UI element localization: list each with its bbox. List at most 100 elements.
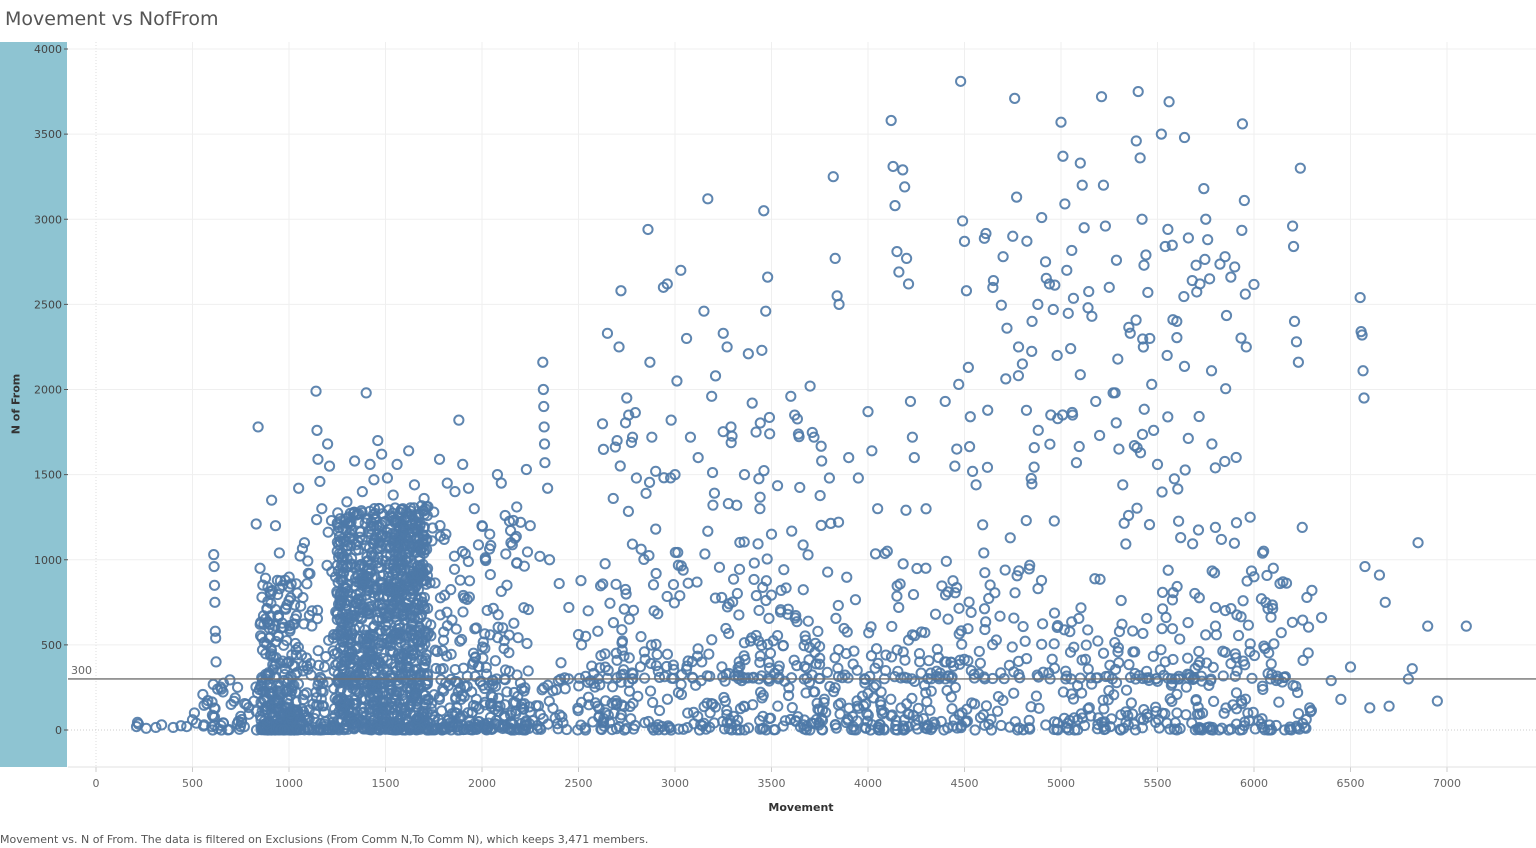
data-point (445, 584, 457, 596)
data-point (515, 516, 527, 528)
data-point (962, 623, 974, 635)
data-point (456, 545, 469, 558)
x-tick-label: 500 (182, 777, 203, 790)
data-point (983, 718, 995, 730)
data-point (1247, 706, 1259, 718)
data-point (643, 476, 656, 488)
data-point (333, 548, 345, 560)
data-point (442, 679, 455, 692)
data-point (1167, 653, 1179, 666)
data-point (181, 720, 193, 733)
data-point (389, 515, 401, 527)
data-point (477, 636, 489, 648)
data-point (286, 685, 298, 697)
data-point (1064, 626, 1076, 638)
data-point (538, 400, 550, 413)
chart-title: Movement vs NofFrom (5, 8, 219, 30)
data-point (870, 643, 883, 655)
data-point (1220, 309, 1233, 322)
data-point (1186, 717, 1198, 729)
data-point (793, 431, 805, 443)
data-point (1086, 310, 1098, 322)
data-point (294, 550, 306, 562)
data-point (1084, 672, 1097, 684)
data-point (1219, 251, 1231, 263)
data-point (895, 672, 907, 684)
data-point (243, 708, 255, 720)
data-point (891, 590, 903, 602)
data-point (755, 639, 768, 652)
data-point (310, 692, 323, 704)
data-point (797, 584, 809, 596)
data-point (1001, 322, 1013, 334)
data-point (1000, 373, 1012, 385)
data-point (615, 285, 627, 297)
data-point (1131, 502, 1143, 514)
data-point (748, 573, 760, 586)
data-point (885, 651, 898, 663)
data-point (1057, 150, 1069, 162)
data-point (1076, 654, 1088, 666)
data-point (414, 723, 426, 735)
data-point (644, 356, 656, 368)
data-point (620, 588, 632, 600)
data-point (599, 695, 612, 707)
data-point (1048, 638, 1060, 650)
data-point (512, 632, 524, 644)
data-point (411, 526, 423, 538)
data-point (345, 540, 357, 552)
data-point (351, 508, 363, 520)
data-point (847, 658, 859, 670)
data-point (484, 528, 496, 540)
data-point (623, 613, 635, 625)
data-point (254, 562, 266, 574)
data-point (688, 718, 700, 730)
data-point (661, 648, 674, 660)
data-point (1104, 659, 1116, 671)
data-point (925, 685, 937, 697)
data-point (292, 705, 304, 717)
data-point (1006, 641, 1018, 653)
data-point (285, 713, 297, 725)
data-point (1412, 537, 1424, 549)
data-point (843, 452, 855, 464)
data-point (939, 656, 951, 668)
data-point (483, 543, 496, 555)
data-point (1036, 211, 1048, 224)
data-point (437, 662, 449, 675)
data-point (886, 620, 898, 633)
data-point (614, 460, 626, 472)
data-point (1094, 429, 1106, 442)
data-point (359, 540, 371, 552)
data-point (383, 558, 395, 570)
data-point (1235, 695, 1248, 707)
x-tick-label: 3000 (661, 777, 689, 790)
data-point (1033, 702, 1045, 714)
data-point (1292, 708, 1305, 720)
data-point (931, 643, 943, 655)
data-point (338, 695, 350, 708)
data-point (1244, 638, 1256, 650)
data-point (977, 519, 989, 531)
data-point (1199, 253, 1211, 265)
data-point (382, 719, 394, 731)
data-point (510, 530, 522, 543)
data-point (1075, 708, 1087, 720)
data-point (1004, 721, 1016, 733)
data-point (658, 472, 670, 484)
data-point (754, 650, 766, 662)
data-point (312, 645, 324, 657)
data-point (418, 591, 430, 604)
data-point (1136, 722, 1149, 734)
data-point (1209, 601, 1222, 614)
y-tick-label: 1000 (34, 554, 62, 567)
data-point (1194, 656, 1206, 668)
data-point (521, 637, 533, 650)
data-point (1290, 680, 1302, 692)
data-point (389, 502, 401, 514)
data-point (801, 662, 813, 674)
data-point (582, 605, 594, 617)
data-point (1238, 194, 1250, 207)
data-point (1460, 620, 1472, 632)
